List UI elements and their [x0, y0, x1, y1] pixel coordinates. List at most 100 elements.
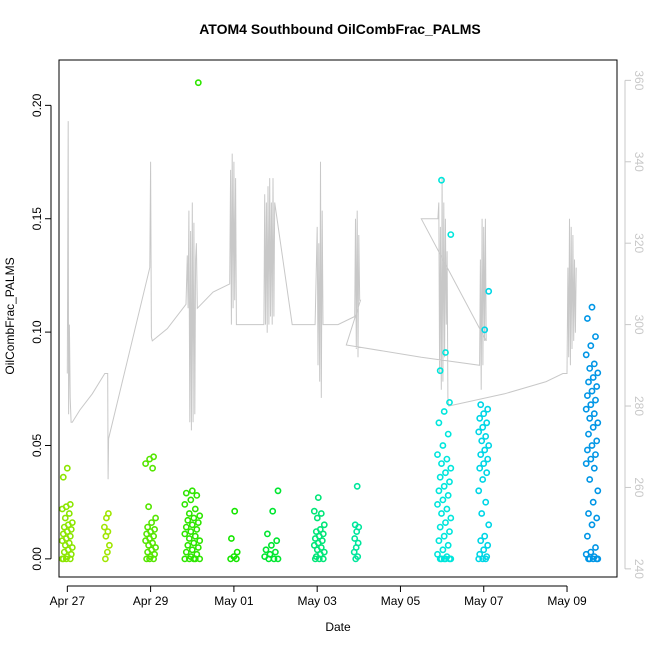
data-point	[185, 510, 193, 517]
data-point	[438, 460, 445, 467]
data-point	[584, 315, 591, 322]
data-point	[483, 469, 491, 477]
y-tick-label: 0.10	[30, 320, 44, 344]
data-point	[196, 537, 204, 545]
data-point	[485, 287, 493, 295]
data-point	[582, 405, 590, 413]
data-point	[588, 521, 596, 529]
data-point	[61, 514, 69, 522]
data-point	[59, 473, 67, 481]
data-point	[477, 401, 485, 409]
data-point	[193, 526, 201, 533]
data-point	[184, 516, 192, 524]
data-point	[262, 546, 270, 554]
data-point	[590, 360, 598, 368]
data-point	[152, 514, 159, 522]
data-point	[317, 510, 325, 517]
data-point	[193, 550, 201, 558]
data-point	[439, 442, 447, 449]
data-point	[148, 519, 155, 526]
data-point	[592, 396, 599, 404]
x-tick-label: Apr 27	[50, 594, 86, 608]
data-point	[436, 367, 444, 375]
data-point	[67, 550, 75, 558]
data-point	[435, 419, 443, 427]
data-point	[181, 530, 189, 538]
data-point	[484, 405, 492, 413]
data-point	[104, 528, 112, 535]
data-point	[442, 349, 449, 356]
data-point	[261, 553, 269, 560]
data-point	[587, 548, 595, 556]
data-point	[476, 550, 484, 558]
data-point	[585, 430, 592, 438]
data-point	[182, 489, 190, 497]
data-point	[142, 460, 149, 467]
x-tick-label: May 05	[381, 594, 421, 608]
data-point	[482, 498, 490, 506]
data-point	[440, 482, 448, 490]
y-axis-label: OilCombFrac_PALMS	[3, 257, 17, 374]
data-point	[67, 526, 75, 533]
x-axis-label: Date	[325, 620, 351, 634]
data-point	[481, 532, 489, 540]
data-point	[434, 500, 441, 508]
data-point	[590, 553, 598, 560]
data-point	[443, 455, 451, 463]
data-point	[589, 374, 597, 381]
data-point	[188, 487, 196, 495]
data-point	[438, 176, 445, 184]
data-point	[319, 530, 327, 538]
data-point	[194, 519, 202, 526]
data-point	[481, 446, 489, 454]
y2-tick-label: 320	[632, 233, 646, 253]
data-point	[106, 541, 113, 549]
data-point	[476, 464, 484, 472]
data-point	[351, 535, 359, 542]
data-point	[270, 555, 278, 563]
data-point	[440, 532, 448, 540]
data-points-layer	[58, 79, 602, 563]
data-point	[438, 555, 445, 563]
data-point	[149, 539, 156, 547]
data-point	[104, 548, 111, 556]
data-point	[443, 505, 451, 513]
data-point	[582, 460, 590, 467]
data-point	[478, 437, 486, 445]
data-point	[150, 453, 157, 461]
data-point	[230, 553, 238, 560]
data-point	[592, 333, 599, 340]
data-point	[188, 546, 196, 554]
data-point	[592, 544, 599, 551]
data-point	[310, 507, 318, 515]
data-point	[588, 442, 596, 449]
data-point	[584, 446, 591, 454]
data-point	[190, 514, 198, 522]
data-point	[320, 548, 328, 556]
data-point	[440, 408, 448, 415]
data-point	[314, 494, 322, 501]
y2-tick-label: 240	[632, 559, 646, 579]
data-point	[145, 503, 152, 511]
data-point	[150, 532, 157, 540]
data-point	[190, 539, 198, 547]
data-point	[485, 442, 493, 449]
data-point	[187, 496, 195, 504]
data-point	[593, 514, 601, 522]
plot-frame	[58, 59, 618, 578]
data-point	[484, 455, 492, 463]
data-point	[434, 550, 441, 558]
data-point	[587, 455, 595, 463]
data-point	[102, 555, 109, 563]
axes-layer: Apr 27 Apr 29 May 01 May 03 May 05 May 07 May …	[30, 70, 646, 608]
data-point	[196, 512, 204, 520]
data-point	[66, 500, 74, 508]
data-point	[589, 423, 597, 431]
data-point	[443, 553, 451, 560]
x-tick-label: May 09	[547, 594, 587, 608]
x-tick-label: May 01	[214, 594, 254, 608]
data-point	[263, 530, 271, 538]
data-point	[446, 528, 453, 535]
data-point	[582, 351, 590, 359]
data-point	[194, 79, 202, 87]
